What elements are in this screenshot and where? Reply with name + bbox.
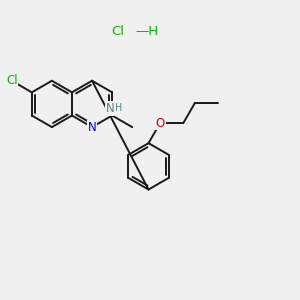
Text: H: H xyxy=(116,103,123,113)
Text: Cl: Cl xyxy=(111,25,124,38)
Text: N: N xyxy=(106,102,115,115)
Text: —H: —H xyxy=(136,25,159,38)
Text: O: O xyxy=(155,117,165,130)
Text: Cl: Cl xyxy=(6,74,17,87)
Text: N: N xyxy=(88,121,96,134)
